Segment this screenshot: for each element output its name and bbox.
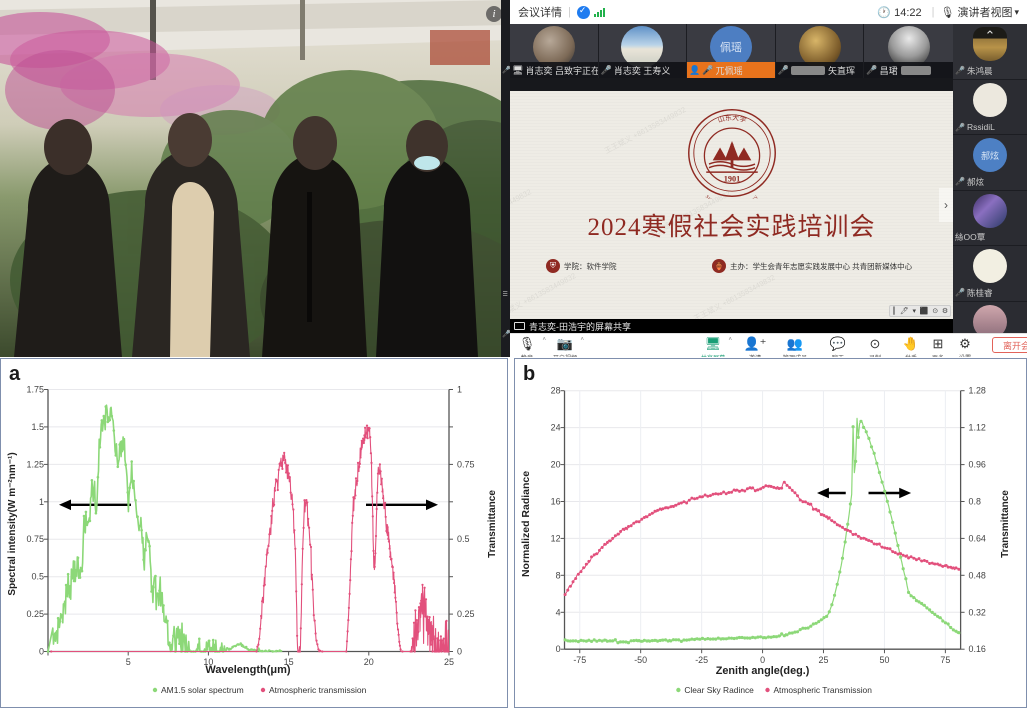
svg-text:Clear Sky Radince: Clear Sky Radince: [684, 685, 754, 695]
svg-text:25: 25: [819, 655, 829, 665]
svg-text:0.75: 0.75: [26, 534, 44, 544]
svg-text:0: 0: [457, 647, 462, 657]
svg-text:0.5: 0.5: [31, 572, 44, 582]
svg-text:Normalized Radiance: Normalized Radiance: [521, 471, 532, 577]
svg-text:AM1.5 solar spectrum: AM1.5 solar spectrum: [161, 685, 244, 695]
svg-text:0.32: 0.32: [969, 607, 986, 617]
svg-text:Atmospheric transmission: Atmospheric transmission: [269, 685, 367, 695]
svg-text:20: 20: [551, 460, 561, 470]
svg-text:0: 0: [556, 644, 561, 654]
svg-text:0: 0: [39, 647, 44, 657]
svg-text:1.28: 1.28: [969, 386, 986, 396]
svg-text:4: 4: [556, 607, 561, 617]
svg-text:16: 16: [551, 496, 561, 506]
svg-text:Spectral intensity(W m⁻²nm⁻¹): Spectral intensity(W m⁻²nm⁻¹): [7, 452, 18, 595]
svg-text:24: 24: [551, 423, 561, 433]
svg-text:25: 25: [444, 657, 454, 667]
svg-text:1: 1: [457, 385, 462, 395]
svg-text:0.25: 0.25: [457, 609, 475, 619]
svg-text:12: 12: [551, 533, 561, 543]
svg-text:-75: -75: [573, 655, 586, 665]
svg-text:0.25: 0.25: [26, 609, 44, 619]
svg-text:Transmittance: Transmittance: [1000, 490, 1011, 558]
svg-text:0: 0: [760, 655, 765, 665]
svg-text:1.25: 1.25: [26, 459, 44, 469]
svg-text:1.5: 1.5: [31, 422, 44, 432]
svg-text:Atmospheric Transmission: Atmospheric Transmission: [773, 685, 872, 695]
svg-text:0.48: 0.48: [969, 570, 986, 580]
svg-text:0.75: 0.75: [457, 459, 475, 469]
svg-text:-50: -50: [634, 655, 647, 665]
svg-text:8: 8: [556, 570, 561, 580]
svg-text:1: 1: [39, 497, 44, 507]
svg-text:0.5: 0.5: [457, 534, 470, 544]
svg-text:0.96: 0.96: [969, 460, 986, 470]
svg-text:Wavelength(μm): Wavelength(μm): [205, 664, 290, 676]
svg-text:50: 50: [880, 655, 890, 665]
svg-text:75: 75: [940, 655, 950, 665]
svg-text:1901: 1901: [723, 175, 740, 184]
svg-text:5: 5: [126, 657, 131, 667]
svg-text:Transmittance: Transmittance: [487, 490, 498, 558]
svg-text:20: 20: [364, 657, 374, 667]
svg-text:0.64: 0.64: [969, 533, 986, 543]
svg-text:28: 28: [551, 386, 561, 396]
svg-text:1.12: 1.12: [969, 423, 986, 433]
svg-text:Zenith angle(deg.): Zenith angle(deg.): [716, 665, 810, 677]
svg-text:-25: -25: [695, 655, 708, 665]
svg-text:0.16: 0.16: [969, 644, 986, 654]
svg-text:1.75: 1.75: [26, 385, 44, 395]
svg-text:0.8: 0.8: [969, 496, 981, 506]
